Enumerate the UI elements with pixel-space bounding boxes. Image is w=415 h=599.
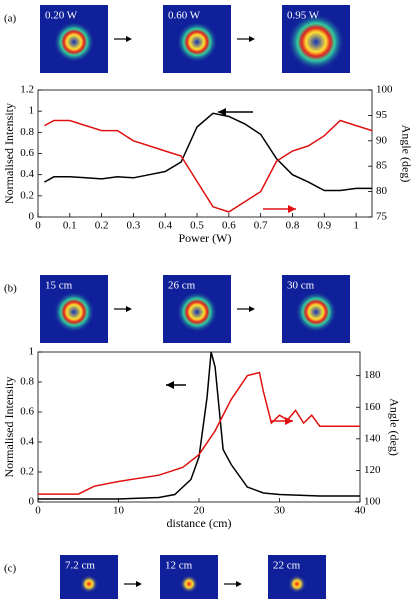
panel-label: (a) xyxy=(4,13,17,25)
y2-tick-label: 80 xyxy=(376,185,388,197)
arrow-head xyxy=(136,581,142,587)
image-label: 7.2 cm xyxy=(65,560,95,572)
x-axis-label: distance (cm) xyxy=(167,516,232,530)
beam-ring xyxy=(176,21,218,63)
y-axis-label: Normalised Intensity xyxy=(2,377,16,478)
y-tick-label: 1 xyxy=(29,105,35,117)
beam-ring xyxy=(53,291,95,333)
panel-label: (b) xyxy=(4,283,17,295)
y2-tick-label: 160 xyxy=(364,401,381,413)
arrow-head xyxy=(249,36,255,42)
beam-spot xyxy=(80,575,98,593)
image-label: 26 cm xyxy=(168,280,196,292)
data-line xyxy=(44,112,372,192)
plot-frame xyxy=(37,351,361,503)
annotation-arrow-head xyxy=(285,417,293,425)
beam-spot xyxy=(288,575,306,593)
data-line xyxy=(38,371,360,495)
y2-axis-label: Angle (deg) xyxy=(399,125,413,183)
image-label: 15 cm xyxy=(45,280,73,292)
y2-tick-label: 140 xyxy=(364,432,381,444)
y-tick-label: 1 xyxy=(29,346,35,358)
y2-tick-label: 95 xyxy=(376,109,388,121)
beam-ring xyxy=(53,21,95,63)
data-line xyxy=(44,119,373,213)
y-tick-label: 0.4 xyxy=(20,436,34,448)
y-tick-label: 0.8 xyxy=(20,376,34,388)
y-tick-label: 0 xyxy=(29,211,35,223)
x-tick-label: 0.4 xyxy=(158,220,172,232)
x-tick-label: 0.1 xyxy=(63,220,77,232)
x-axis-label: Power (W) xyxy=(179,231,232,245)
x-tick-label: 0.9 xyxy=(317,220,331,232)
y2-tick-label: 100 xyxy=(364,496,381,508)
arrow-head xyxy=(126,36,132,42)
y-tick-label: 0.2 xyxy=(20,466,34,478)
beam-ring xyxy=(287,13,345,71)
x-tick-label: 10 xyxy=(113,505,125,517)
x-tick-label: 0.6 xyxy=(222,220,236,232)
beam-ring xyxy=(295,291,337,333)
y2-tick-label: 180 xyxy=(364,369,381,381)
image-label: 12 cm xyxy=(165,560,193,572)
x-tick-label: 0.5 xyxy=(190,220,204,232)
y-tick-label: 0.6 xyxy=(20,147,34,159)
x-tick-label: 0.8 xyxy=(286,220,300,232)
data-line xyxy=(38,351,360,500)
x-tick-label: 20 xyxy=(194,505,206,517)
beam-ring xyxy=(176,291,218,333)
y-tick-label: 0.8 xyxy=(20,126,34,138)
annotation-arrow-head xyxy=(166,381,174,389)
y-tick-label: 1.2 xyxy=(20,84,34,96)
annotation-arrow-head xyxy=(218,108,226,116)
x-tick-label: 40 xyxy=(355,505,367,517)
y-axis-label: Normalised Intensity xyxy=(2,103,16,204)
y2-tick-label: 90 xyxy=(376,134,388,146)
image-label: 0.60 W xyxy=(168,10,201,22)
image-label: 30 cm xyxy=(287,280,315,292)
panel-label: (c) xyxy=(4,563,17,575)
arrow-head xyxy=(249,306,255,312)
x-tick-label: 0.7 xyxy=(254,220,268,232)
y2-tick-label: 120 xyxy=(364,464,381,476)
image-label: 0.20 W xyxy=(45,10,78,22)
y2-tick-label: 100 xyxy=(376,84,393,96)
y-tick-label: 0.2 xyxy=(20,189,34,201)
arrow-head xyxy=(236,581,242,587)
y2-tick-label: 75 xyxy=(376,211,388,223)
y-tick-label: 0.6 xyxy=(20,406,34,418)
y2-tick-label: 85 xyxy=(376,160,388,172)
x-tick-label: 30 xyxy=(274,505,286,517)
plot-frame xyxy=(37,89,373,218)
x-tick-label: 0 xyxy=(35,505,41,517)
x-tick-label: 1 xyxy=(353,220,359,232)
x-tick-label: 0.3 xyxy=(127,220,141,232)
y-tick-label: 0.4 xyxy=(20,168,34,180)
annotation-arrow-head xyxy=(288,205,296,213)
arrow-head xyxy=(126,306,132,312)
x-tick-label: 0.2 xyxy=(95,220,109,232)
beam-spot xyxy=(180,575,198,593)
x-tick-label: 0 xyxy=(35,220,41,232)
y-tick-label: 0 xyxy=(29,496,35,508)
y2-axis-label: Angle (deg) xyxy=(387,398,401,456)
image-label: 22 cm xyxy=(273,560,301,572)
image-label: 0.95 W xyxy=(287,10,320,22)
